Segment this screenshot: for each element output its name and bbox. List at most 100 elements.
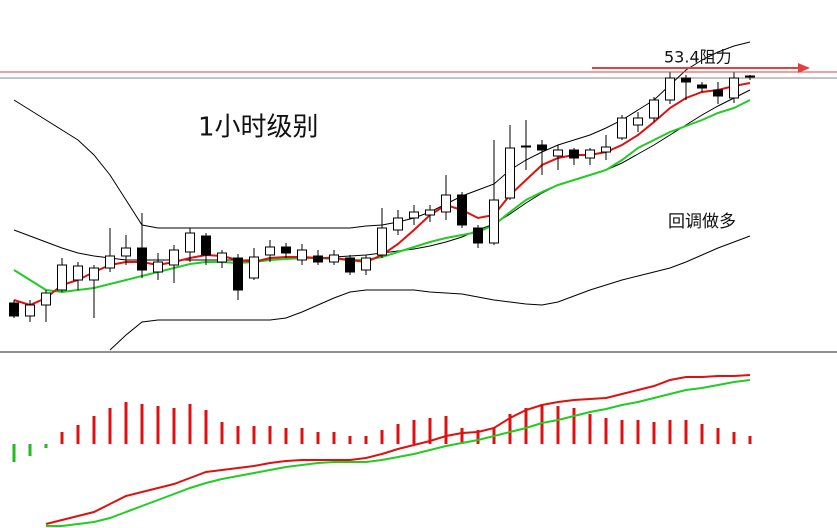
candle-body bbox=[633, 117, 643, 126]
candle-body bbox=[457, 194, 467, 226]
macd-bar bbox=[268, 426, 272, 444]
candle-body bbox=[25, 304, 35, 317]
candle-body bbox=[137, 247, 147, 271]
macd-bar bbox=[316, 432, 320, 444]
candle-body bbox=[9, 302, 19, 317]
macd-bar bbox=[76, 425, 80, 444]
macd-panel bbox=[12, 374, 752, 527]
macd-bar bbox=[508, 414, 512, 444]
macd-bar bbox=[332, 432, 336, 444]
candle-body bbox=[89, 267, 99, 281]
candle-body bbox=[281, 246, 291, 254]
candle-body bbox=[329, 254, 339, 263]
macd-bar bbox=[476, 430, 480, 444]
macd-bar bbox=[348, 436, 352, 444]
indicator-line bbox=[45, 374, 751, 525]
candle-body bbox=[713, 89, 723, 97]
candle-body bbox=[105, 255, 115, 269]
resistance-label: 53.4阻力 bbox=[664, 48, 732, 67]
candle-body bbox=[729, 77, 739, 99]
macd-bar bbox=[12, 444, 16, 462]
candle-body bbox=[537, 144, 547, 151]
candle-body bbox=[745, 75, 755, 78]
candle-body bbox=[393, 217, 403, 231]
macd-bar bbox=[44, 444, 48, 448]
timeframe-label: 1小时级别 bbox=[198, 113, 319, 143]
candle-body bbox=[121, 247, 131, 257]
macd-bar bbox=[636, 420, 640, 444]
macd-bar bbox=[284, 428, 288, 444]
macd-bar bbox=[524, 408, 528, 444]
macd-bar bbox=[732, 432, 736, 444]
resistance-arrowhead bbox=[798, 63, 810, 73]
candle-body bbox=[473, 227, 483, 244]
candle-body bbox=[521, 145, 531, 148]
macd-bar bbox=[620, 420, 624, 444]
candle-body bbox=[617, 117, 627, 139]
macd-bar bbox=[124, 402, 128, 444]
indicator-line bbox=[13, 41, 751, 229]
candle-body bbox=[425, 209, 435, 216]
indicator-line bbox=[109, 235, 751, 351]
macd-bar bbox=[428, 418, 432, 444]
macd-bar bbox=[460, 428, 464, 444]
macd-bar bbox=[28, 444, 32, 456]
candle-body bbox=[489, 199, 499, 244]
candle-body bbox=[665, 77, 675, 101]
macd-bar bbox=[188, 404, 192, 444]
candle-body bbox=[569, 149, 579, 159]
macd-bar bbox=[444, 416, 448, 444]
candle-body bbox=[169, 249, 179, 266]
macd-bar bbox=[700, 424, 704, 444]
candle-body bbox=[73, 265, 83, 281]
macd-bar bbox=[652, 422, 656, 444]
macd-bar bbox=[380, 430, 384, 444]
candle-body bbox=[201, 235, 211, 256]
macd-bar bbox=[668, 420, 672, 444]
candle-body bbox=[313, 255, 323, 263]
candle-body bbox=[233, 257, 243, 291]
strategy-label: 回调做多 bbox=[668, 212, 736, 232]
macd-bar bbox=[748, 436, 752, 444]
candle-body bbox=[41, 292, 51, 306]
candle-body bbox=[153, 261, 163, 273]
macd-bar bbox=[300, 428, 304, 444]
macd-bar bbox=[220, 422, 224, 444]
macd-bar bbox=[204, 410, 208, 444]
price-panel: 53.4阻力 bbox=[0, 41, 837, 351]
candle-body bbox=[361, 257, 371, 271]
candle-body bbox=[249, 256, 259, 279]
macd-bar bbox=[92, 416, 96, 444]
macd-bar bbox=[252, 426, 256, 444]
indicator-line bbox=[13, 82, 751, 307]
candle-body bbox=[409, 211, 419, 219]
macd-bar bbox=[236, 426, 240, 444]
candle-body bbox=[441, 194, 451, 213]
macd-bar bbox=[140, 404, 144, 444]
macd-bar bbox=[588, 414, 592, 444]
candle-body bbox=[297, 249, 307, 261]
macd-bar bbox=[716, 428, 720, 444]
macd-bar bbox=[556, 406, 560, 444]
candle-body bbox=[697, 84, 707, 89]
macd-bar bbox=[108, 408, 112, 444]
macd-bar bbox=[364, 436, 368, 444]
candle-body bbox=[185, 232, 195, 253]
candle-body bbox=[649, 99, 659, 119]
candle-body bbox=[553, 149, 563, 157]
candle-body bbox=[217, 252, 227, 263]
macd-bar bbox=[572, 408, 576, 444]
macd-bar bbox=[412, 420, 416, 444]
candle-body bbox=[505, 147, 515, 199]
candle-body bbox=[345, 257, 355, 273]
indicator-line bbox=[46, 379, 751, 527]
candle-body bbox=[681, 77, 691, 83]
candle-body bbox=[601, 146, 611, 153]
macd-bar bbox=[172, 408, 176, 444]
candle-body bbox=[57, 264, 67, 291]
macd-bar bbox=[156, 406, 160, 444]
macd-bar bbox=[60, 432, 64, 444]
candle-body bbox=[265, 246, 275, 256]
macd-bar bbox=[396, 424, 400, 444]
